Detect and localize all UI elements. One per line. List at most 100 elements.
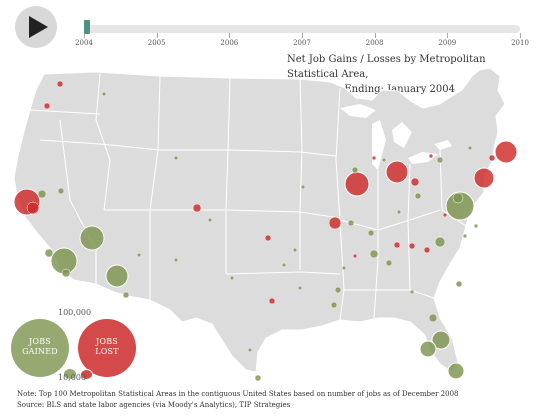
msa-bubble-lost[interactable]	[393, 241, 401, 249]
state-border-line	[39, 139, 301, 153]
us-map	[13, 67, 518, 382]
msa-bubble-gained[interactable]	[452, 192, 464, 204]
msa-bubble-gained[interactable]	[247, 347, 253, 353]
msa-bubble-gained[interactable]	[369, 249, 379, 259]
msa-bubble-gained[interactable]	[297, 285, 303, 291]
msa-bubble-gained[interactable]	[207, 217, 213, 223]
msa-bubble-lost[interactable]	[352, 253, 358, 259]
msa-bubble-lost[interactable]	[268, 297, 276, 305]
timeline-year-2007[interactable]: 2007	[293, 39, 311, 47]
msa-bubble-gained[interactable]	[79, 225, 105, 251]
msa-bubble-gained[interactable]	[473, 223, 479, 229]
state-border-line	[439, 149, 467, 227]
msa-bubble-gained[interactable]	[347, 219, 355, 227]
timeline-year-2009[interactable]: 2009	[438, 39, 457, 47]
legend-scale-high: 100,000	[58, 308, 92, 317]
timeline-year-2010[interactable]: 2010	[511, 39, 529, 47]
msa-bubble-gained[interactable]	[300, 184, 306, 190]
msa-bubble-gained[interactable]	[447, 362, 465, 380]
msa-bubble-gained[interactable]	[462, 233, 468, 239]
timeline-slider[interactable]: 2004 2005 2006 2007 2008 2009 2010	[75, 14, 529, 54]
state-border-line	[339, 209, 441, 231]
timeline-track[interactable]	[84, 25, 520, 33]
msa-bubble-lost[interactable]	[56, 80, 64, 88]
msa-bubble-lost[interactable]	[385, 160, 409, 184]
map-title-line1: Net Job Gains / Losses by Metropolitan S…	[287, 54, 486, 80]
legend-gained-text: JOBS GAINED	[11, 337, 69, 357]
msa-bubble-lost[interactable]	[192, 203, 202, 213]
msa-bubble-lost[interactable]	[371, 155, 377, 161]
msa-bubble-gained[interactable]	[173, 257, 179, 263]
msa-bubble-gained[interactable]	[57, 187, 65, 195]
msa-bubble-gained[interactable]	[254, 374, 262, 382]
msa-bubble-gained[interactable]	[334, 286, 342, 294]
msa-bubble-gained[interactable]	[367, 229, 375, 237]
msa-bubble-lost[interactable]	[488, 154, 496, 162]
msa-bubble-lost[interactable]	[473, 167, 495, 189]
msa-bubble-lost[interactable]	[494, 140, 518, 164]
map-title-line2: 12 Months Ending: January 2004	[287, 84, 455, 95]
msa-bubble-gained[interactable]	[101, 91, 107, 97]
state-border-line	[225, 271, 341, 275]
msa-bubble-gained[interactable]	[381, 157, 387, 163]
msa-bubble-gained[interactable]	[61, 268, 71, 278]
msa-bubble-gained[interactable]	[105, 264, 129, 288]
msa-bubble-lost[interactable]	[442, 212, 448, 218]
msa-bubble-gained[interactable]	[341, 265, 347, 271]
msa-bubble-lost[interactable]	[328, 216, 342, 230]
msa-bubble-lost[interactable]	[428, 153, 434, 159]
msa-bubble-gained[interactable]	[414, 192, 422, 200]
legend-lost-line2: LOST	[95, 347, 119, 356]
msa-bubble-gained[interactable]	[436, 156, 444, 164]
msa-bubble-gained[interactable]	[434, 236, 446, 248]
msa-bubble-gained[interactable]	[229, 275, 235, 281]
timeline-handle[interactable]	[84, 20, 90, 34]
state-border-line	[299, 78, 303, 270]
state-border-line	[299, 151, 337, 157]
msa-bubble-gained[interactable]	[385, 259, 393, 267]
msa-bubble-gained[interactable]	[122, 291, 130, 299]
msa-bubble-gained[interactable]	[409, 289, 415, 295]
state-border-line	[225, 77, 231, 274]
msa-bubble-gained[interactable]	[467, 145, 473, 151]
msa-bubble-lost[interactable]	[408, 242, 416, 250]
legend-lost-text: JOBS LOST	[78, 337, 136, 357]
legend-lost-line1: JOBS	[96, 337, 118, 346]
timeline-year-2005[interactable]: 2005	[147, 39, 166, 47]
msa-bubble-gained[interactable]	[292, 247, 298, 253]
msa-bubble-gained[interactable]	[330, 301, 338, 309]
play-button[interactable]	[15, 6, 57, 48]
timeline-tick	[156, 33, 158, 38]
timeline-year-2008[interactable]: 2008	[365, 39, 384, 47]
timeline-year-2006[interactable]: 2006	[220, 39, 239, 47]
msa-bubble-lost[interactable]	[43, 102, 51, 110]
msa-bubble-lost[interactable]	[410, 177, 420, 187]
state-border-line	[95, 73, 111, 211]
legend-gained-line2: GAINED	[22, 347, 58, 356]
legend-jobs-lost: JOBS LOST	[78, 319, 136, 377]
state-border-line	[29, 109, 101, 115]
msa-bubble-lost[interactable]	[26, 201, 40, 215]
legend-gained-line1: JOBS	[29, 337, 51, 346]
msa-bubble-gained[interactable]	[37, 189, 47, 199]
msa-bubble-gained[interactable]	[428, 313, 438, 323]
msa-bubble-gained[interactable]	[136, 252, 142, 258]
timeline-tick	[84, 33, 85, 38]
msa-bubble-gained[interactable]	[396, 209, 402, 215]
msa-bubble-gained[interactable]	[455, 280, 463, 288]
msa-bubble-lost[interactable]	[423, 246, 431, 254]
msa-bubble-gained[interactable]	[419, 340, 437, 358]
timeline-tick	[374, 33, 376, 38]
msa-bubbles	[13, 80, 518, 382]
msa-bubble-gained[interactable]	[44, 248, 54, 258]
msa-bubble-gained[interactable]	[351, 166, 359, 174]
msa-bubble-gained[interactable]	[281, 262, 287, 268]
map-title: Net Job Gains / Losses by Metropolitan S…	[287, 52, 537, 97]
msa-bubble-gained[interactable]	[173, 155, 179, 161]
state-border-line	[59, 119, 97, 284]
msa-bubble-lost[interactable]	[344, 171, 370, 197]
great-lakes	[340, 104, 452, 170]
msa-bubble-lost[interactable]	[264, 234, 272, 242]
msa-bubble-gained[interactable]	[431, 330, 451, 350]
timeline-year-2004[interactable]: 2004	[75, 39, 93, 47]
